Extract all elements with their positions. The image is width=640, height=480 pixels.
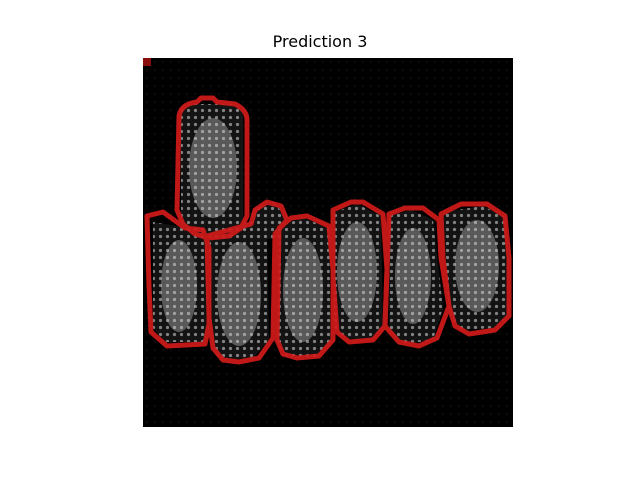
prediction-image bbox=[143, 58, 513, 427]
figure-title: Prediction 3 bbox=[272, 32, 368, 51]
cell-bodies bbox=[153, 104, 509, 360]
corner-marker bbox=[143, 58, 151, 66]
cell-body bbox=[153, 222, 209, 342]
cell-body bbox=[209, 220, 269, 360]
cell-highlights bbox=[161, 118, 499, 346]
prediction-outlines bbox=[144, 95, 512, 365]
prediction-contour bbox=[174, 95, 250, 241]
prediction-contour bbox=[204, 199, 290, 365]
segmentation-overlay bbox=[143, 58, 513, 427]
cell-body bbox=[181, 104, 243, 234]
cell-body bbox=[277, 218, 331, 358]
prediction-contour bbox=[274, 213, 336, 361]
prediction-contour bbox=[438, 201, 512, 337]
cell-body bbox=[443, 206, 509, 330]
cell-body bbox=[389, 210, 443, 344]
cell-body bbox=[333, 204, 383, 340]
